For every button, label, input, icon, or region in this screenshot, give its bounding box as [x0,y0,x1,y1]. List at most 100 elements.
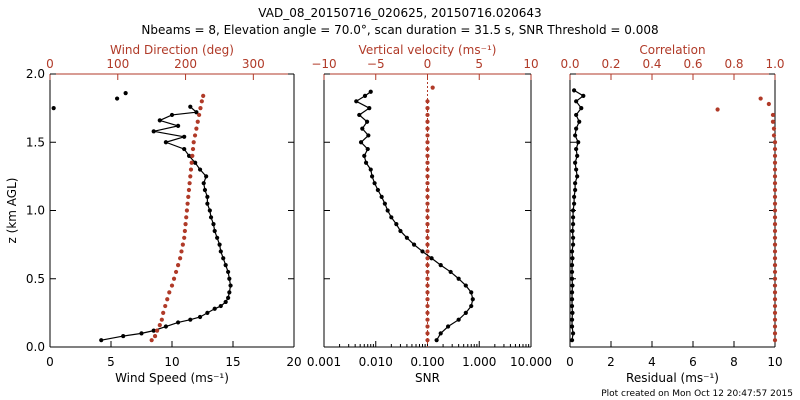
data-point [217,242,222,247]
data-point [228,283,233,288]
data-point [570,228,575,234]
data-point [372,181,377,186]
data-point [772,235,778,240]
data-point [425,338,430,343]
data-point [354,99,359,104]
data-point [218,249,223,254]
data-point [456,317,461,322]
x-tick-label: 6 [689,355,697,369]
data-point [163,140,168,145]
data-point [425,160,430,165]
data-point [770,112,776,118]
data-point [221,256,226,261]
data-point [772,317,778,322]
data-point [448,269,453,275]
x-tick-label: 15 [225,355,240,369]
data-point [425,99,430,104]
data-point [573,187,578,193]
data-point [425,208,430,213]
data-point [573,181,578,186]
data-point [434,338,439,343]
data-point [772,222,778,227]
top-tick-label: 100 [106,57,129,71]
data-point [123,91,128,96]
data-point [201,181,206,186]
data-point [570,331,576,336]
data-point [382,201,387,206]
x-tick-label: 8 [730,355,738,369]
data-point [425,167,430,172]
data-point [772,269,778,275]
data-point [570,256,575,261]
top-axis-label: Wind Direction (deg) [110,43,234,57]
data-point [573,133,578,138]
x-axis-label: Residual (ms⁻¹) [626,371,719,385]
data-point [569,290,575,295]
data-point [223,263,228,268]
data-point [425,126,430,131]
data-point [178,256,183,261]
data-point [569,276,575,281]
data-point [772,324,778,329]
data-point [772,290,778,295]
data-point [151,129,156,134]
data-point [197,167,203,172]
data-point [212,228,217,234]
data-point [772,194,778,199]
data-point [772,338,778,343]
data-point [772,256,778,261]
data-point [772,249,778,254]
data-point [772,153,778,158]
data-point [176,320,181,325]
data-point [182,228,187,234]
data-point [205,310,210,315]
data-point [425,133,430,138]
data-point [193,160,198,165]
data-point [573,160,578,165]
data-point [425,290,430,295]
data-point [569,303,575,309]
data-point [574,167,579,172]
data-point [425,256,430,261]
data-point [425,324,430,329]
data-point [425,194,430,199]
data-point [363,160,369,165]
data-point [456,276,461,281]
x-tick-label: 10 [164,355,179,369]
data-point [188,174,193,179]
x-axis-label: SNR [415,371,440,385]
data-point [574,126,579,131]
data-point [570,208,576,213]
top-tick-label: 0.2 [601,57,620,71]
data-point [197,314,203,320]
data-point [368,167,373,172]
data-point [207,208,212,213]
data-point [139,331,144,336]
data-point [226,295,231,300]
data-point [425,106,430,111]
top-tick-label: 0.6 [683,57,702,71]
data-point [149,338,154,343]
data-point [369,174,375,179]
data-point [190,153,195,158]
data-point [425,317,430,322]
data-point [772,283,778,288]
data-point [186,187,192,193]
data-point [772,331,778,336]
data-point [367,106,372,111]
data-point [575,174,580,179]
y-tick-label: 1.5 [26,135,45,149]
data-point [430,85,435,90]
data-point [425,119,430,124]
data-point [188,317,193,322]
data-point [574,146,579,152]
data-point [577,119,582,124]
data-point [420,249,425,254]
data-point [772,310,778,315]
top-axis-label: Vertical velocity (ms⁻¹) [359,43,497,57]
data-point [772,181,778,186]
data-point [182,235,187,240]
data-point [394,222,399,227]
data-point [425,297,430,302]
